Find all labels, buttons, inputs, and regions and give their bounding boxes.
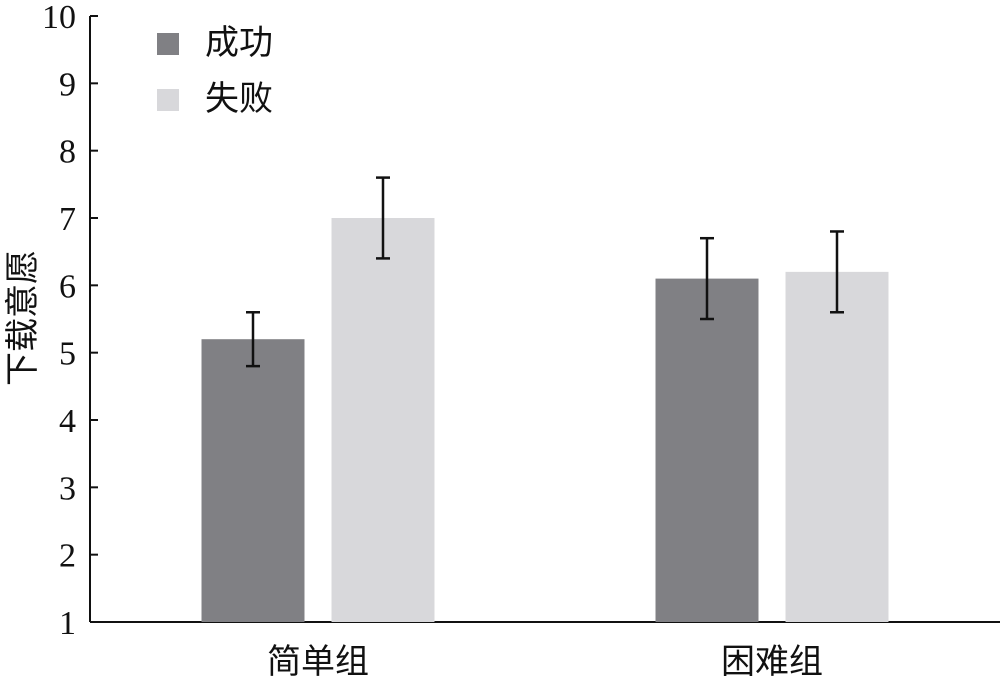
y-axis-label: 下载意愿 [3, 250, 43, 386]
legend-swatch [157, 33, 179, 55]
error-bars [246, 176, 844, 368]
bars [201, 218, 889, 622]
x-category-label: 简单组 [267, 642, 369, 682]
bar-success-1 [201, 339, 305, 622]
legend-swatch [157, 89, 179, 111]
bar-failure-2 [785, 271, 889, 622]
y-tick-label: 4 [59, 403, 76, 440]
y-tick-label: 8 [59, 134, 76, 171]
y-tick-label: 6 [59, 268, 76, 305]
bar-success-2 [655, 278, 759, 622]
bar-failure-1 [331, 218, 435, 622]
y-tick-label: 10 [42, 0, 76, 36]
y-axis: 1 2 3 4 5 6 7 8 9 10 [42, 0, 98, 642]
y-tick-label: 3 [59, 470, 76, 507]
y-tick-label: 9 [59, 66, 76, 103]
y-tick-label: 7 [59, 201, 76, 238]
y-tick-label: 1 [59, 605, 76, 642]
legend-label: 失败 [205, 79, 273, 119]
y-tick-label: 2 [59, 538, 76, 575]
legend-label: 成功 [205, 23, 273, 63]
y-tick-label: 5 [59, 336, 76, 373]
x-category-label: 困难组 [721, 642, 823, 682]
x-axis: 简单组 困难组 [90, 621, 1000, 682]
